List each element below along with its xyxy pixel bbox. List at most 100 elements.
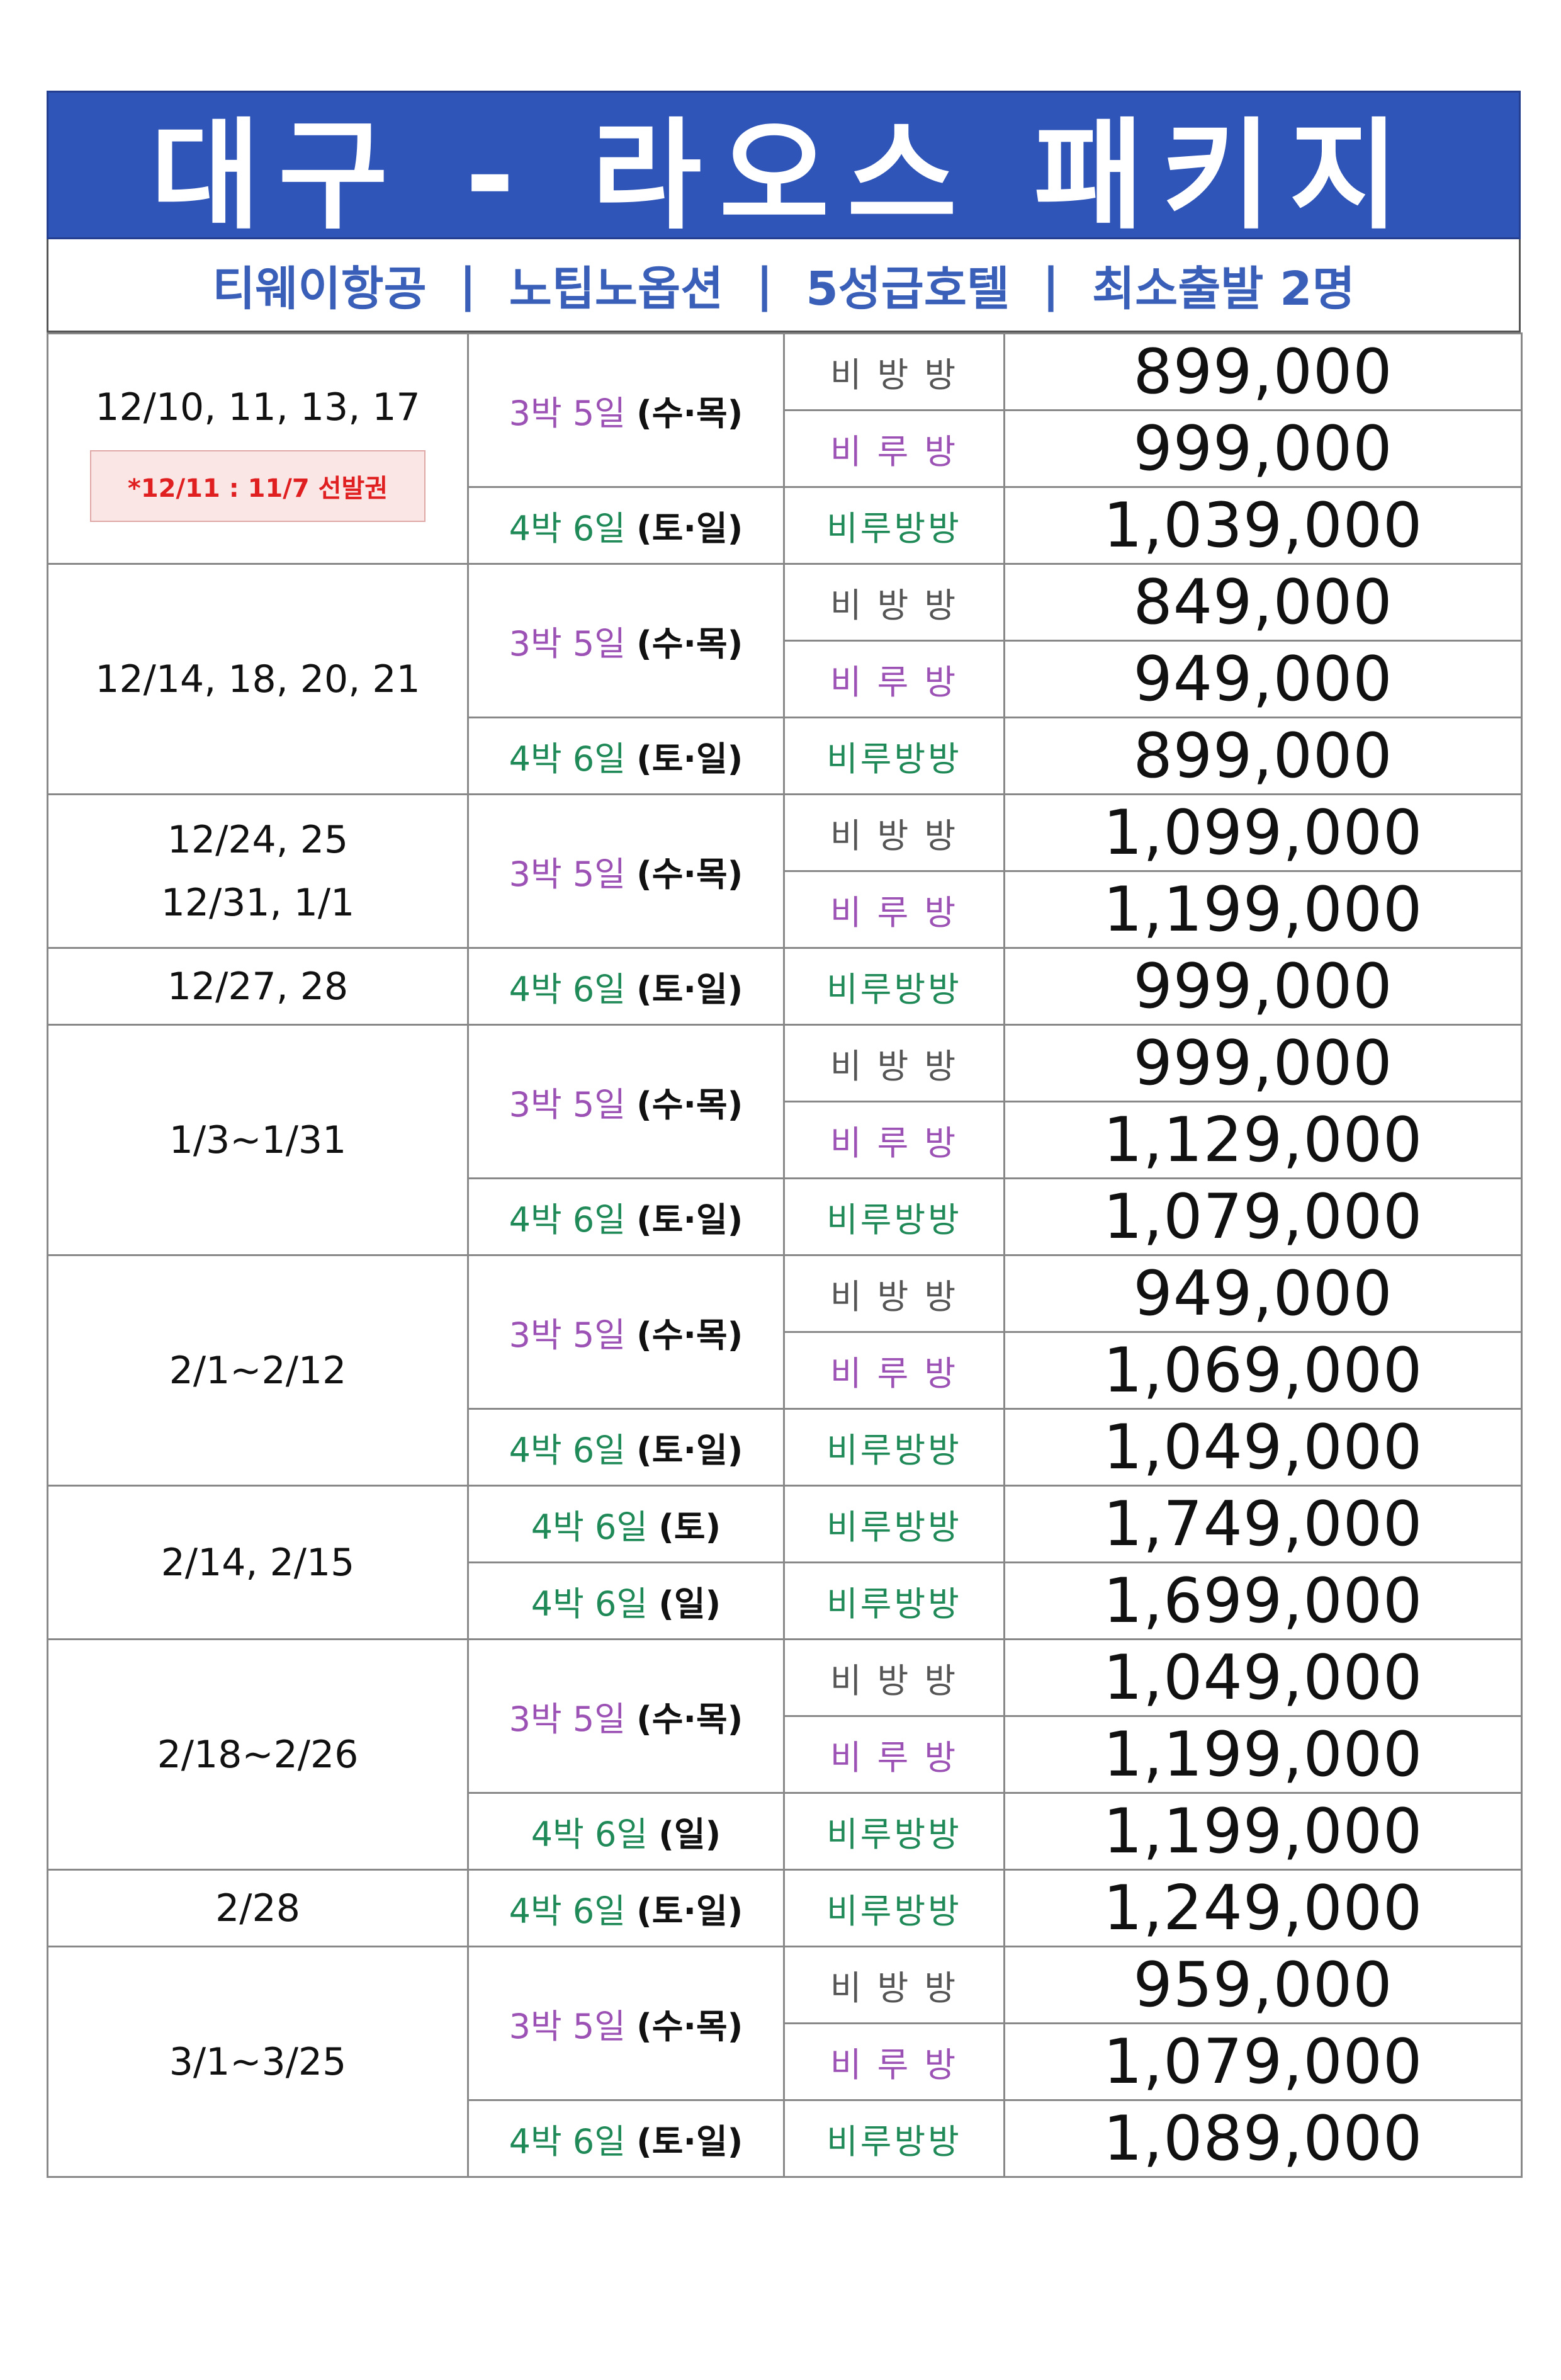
package-price: 1,199,000 bbox=[1003, 870, 1523, 949]
trip-duration: 3박 5일 bbox=[509, 1699, 626, 1739]
departure-dates: 12/27, 28 bbox=[167, 964, 349, 1009]
table-row: 12/14, 18, 20, 21 3박 5일 (수·목) 비 방 방 849,000 bbox=[47, 563, 1523, 795]
duration-cell: 3박 5일 (수·목) bbox=[467, 1638, 785, 1794]
table-row: 3/1~3/25 3박 5일 (수·목) 비 방 방 959,000 bbox=[47, 1946, 1523, 2178]
subtitle-no-tip: 노팁노옵션 bbox=[509, 262, 724, 316]
trip-duration: 4박 6일 bbox=[509, 1891, 626, 1931]
package-price: 1,099,000 bbox=[1003, 793, 1523, 872]
duration-cell: 3박 5일 (수·목) bbox=[467, 563, 785, 718]
package-price: 1,069,000 bbox=[1003, 1331, 1523, 1410]
duration-cell: 3박 5일 (수·목) bbox=[467, 332, 785, 488]
room-type: 비 루 방 bbox=[783, 1331, 1005, 1410]
room-type: 비 방 방 bbox=[783, 563, 1005, 642]
departure-weekdays: (수·목) bbox=[636, 1085, 743, 1125]
table-row: 4박 6일 (토·일) 비루방방 899,000 bbox=[48, 717, 1523, 795]
room-type: 비 방 방 bbox=[783, 332, 1005, 411]
package-price: 959,000 bbox=[1003, 1946, 1523, 2024]
trip-duration: 4박 6일 bbox=[509, 970, 626, 1009]
room-type: 비루방방 bbox=[783, 717, 1005, 795]
package-price: 1,199,000 bbox=[1003, 1715, 1523, 1794]
departure-dates: 2/28 bbox=[215, 1886, 300, 1930]
departure-dates: 12/14, 18, 20, 21 bbox=[95, 657, 420, 701]
room-type: 비 방 방 bbox=[783, 1638, 1005, 1717]
table-row: 12/27, 28 4박 6일 (토·일) 비루방방 999,000 bbox=[47, 947, 1523, 1026]
departure-dates: 2/14, 2/15 bbox=[161, 1540, 355, 1585]
trip-duration: 4박 6일 bbox=[509, 2122, 626, 2162]
room-type: 비루방방 bbox=[783, 2099, 1005, 2178]
package-price: 1,699,000 bbox=[1003, 1561, 1523, 1640]
subtitle-separator: | bbox=[1042, 258, 1060, 312]
room-type: 비 루 방 bbox=[783, 409, 1005, 488]
package-price: 849,000 bbox=[1003, 563, 1523, 642]
table-row: 4박 6일 (일) 비루방방 1,699,000 bbox=[48, 1561, 1523, 1640]
trip-duration: 4박 6일 bbox=[509, 739, 626, 779]
trip-duration: 4박 6일 bbox=[509, 1200, 626, 1240]
departure-dates-cell: 12/10, 11, 13, 17 *12/11 : 11/7 선발권 bbox=[47, 332, 469, 565]
subtitle-min-departure: 최소출발 2명 bbox=[1092, 262, 1355, 316]
table-row: 4박 6일 (일) 비루방방 1,199,000 bbox=[48, 1792, 1523, 1871]
departure-weekdays: (토·일) bbox=[636, 739, 743, 779]
subtitle-hotel: 5성급호텔 bbox=[806, 262, 1010, 316]
duration-cell: 4박 6일 (토) bbox=[467, 1485, 785, 1563]
table-row: 4박 6일 (토·일) 비루방방 1,049,000 bbox=[48, 1408, 1523, 1487]
room-type: 비 방 방 bbox=[783, 1024, 1005, 1102]
room-type: 비루방방 bbox=[783, 1408, 1005, 1487]
departure-weekdays: (토·일) bbox=[636, 2122, 743, 2162]
subtitle-separator: | bbox=[459, 258, 476, 312]
departure-dates-cell: 1/3~1/31 bbox=[47, 1024, 469, 1256]
table-row: 비 루 방 1,199,000 bbox=[48, 1715, 1523, 1794]
table-row: 4박 6일 (토·일) 비루방방 1,089,000 bbox=[48, 2099, 1523, 2178]
package-price: 999,000 bbox=[1003, 409, 1523, 488]
package-price: 1,089,000 bbox=[1003, 2099, 1523, 2178]
table-row: 2/1~2/12 3박 5일 (수·목) 비 방 방 949,000 bbox=[47, 1254, 1523, 1487]
room-type: 비루방방 bbox=[783, 1869, 1005, 1947]
trip-duration: 4박 6일 bbox=[531, 1507, 648, 1547]
room-type: 비 루 방 bbox=[783, 1101, 1005, 1179]
departure-dates-cell: 2/14, 2/15 bbox=[47, 1485, 469, 1640]
departure-dates-cell: 12/24, 25 12/31, 1/1 bbox=[47, 793, 469, 949]
package-price: 899,000 bbox=[1003, 717, 1523, 795]
room-type: 비루방방 bbox=[783, 947, 1005, 1026]
table-row: 12/10, 11, 13, 17 *12/11 : 11/7 선발권 3박 5일 … bbox=[47, 332, 1523, 565]
departure-dates-cell: 2/18~2/26 bbox=[47, 1638, 469, 1871]
duration-cell: 4박 6일 (토·일) bbox=[467, 947, 785, 1026]
table-row: 1/3~1/31 3박 5일 (수·목) 비 방 방 999,000 bbox=[47, 1024, 1523, 1256]
departure-dates: 12/10, 11, 13, 17 bbox=[95, 385, 420, 429]
departure-weekdays: (수·목) bbox=[636, 394, 743, 433]
subtitle-bar: 티웨이항공 | 노팁노옵션 | 5성급호텔 | 최소출발 2명 bbox=[47, 239, 1521, 332]
departure-dates: 2/18~2/26 bbox=[157, 1732, 359, 1777]
duration-cell: 3박 5일 (수·목) bbox=[467, 793, 785, 949]
table-row: 2/18~2/26 3박 5일 (수·목) 비 방 방 1,049,000 bbox=[47, 1638, 1523, 1871]
departure-dates: 1/3~1/31 bbox=[169, 1118, 347, 1162]
package-price: 1,199,000 bbox=[1003, 1792, 1523, 1871]
room-type: 비 방 방 bbox=[783, 1254, 1005, 1333]
room-type: 비 루 방 bbox=[783, 640, 1005, 718]
subtitle-airline: 티웨이항공 bbox=[212, 262, 427, 316]
price-table-body: 12/10, 11, 13, 17 *12/11 : 11/7 선발권 3박 5일 … bbox=[47, 332, 1523, 2178]
trip-duration: 3박 5일 bbox=[509, 1085, 626, 1125]
duration-cell: 3박 5일 (수·목) bbox=[467, 1946, 785, 2101]
departure-dates-cell: 2/28 bbox=[47, 1869, 469, 1947]
package-price: 899,000 bbox=[1003, 332, 1523, 411]
table-row: 4박 6일 (토·일) 비루방방 1,039,000 bbox=[48, 486, 1523, 565]
duration-cell: 3박 5일 (수·목) bbox=[467, 1024, 785, 1179]
departure-dates: 3/1~3/25 bbox=[169, 2039, 347, 2084]
room-type: 비루방방 bbox=[783, 486, 1005, 565]
table-row: 비 루 방 1,199,000 bbox=[48, 870, 1523, 949]
departure-weekdays: (수·목) bbox=[636, 854, 743, 894]
table-row: 비 루 방 999,000 bbox=[48, 409, 1523, 488]
duration-cell: 4박 6일 (토·일) bbox=[467, 486, 785, 565]
package-price: 949,000 bbox=[1003, 640, 1523, 718]
departure-dates: 12/31, 1/1 bbox=[161, 880, 355, 925]
duration-cell: 4박 6일 (토·일) bbox=[467, 1177, 785, 1256]
departure-weekdays: (토·일) bbox=[636, 509, 743, 548]
package-price: 1,129,000 bbox=[1003, 1101, 1523, 1179]
early-booking-note: *12/11 : 11/7 선발권 bbox=[89, 450, 426, 522]
duration-cell: 4박 6일 (일) bbox=[467, 1561, 785, 1640]
room-type: 비 방 방 bbox=[783, 1946, 1005, 2024]
trip-duration: 3박 5일 bbox=[509, 2007, 626, 2046]
room-type: 비 루 방 bbox=[783, 870, 1005, 949]
duration-cell: 4박 6일 (토·일) bbox=[467, 1408, 785, 1487]
package-price: 1,749,000 bbox=[1003, 1485, 1523, 1563]
departure-weekdays: (수·목) bbox=[636, 2007, 743, 2046]
